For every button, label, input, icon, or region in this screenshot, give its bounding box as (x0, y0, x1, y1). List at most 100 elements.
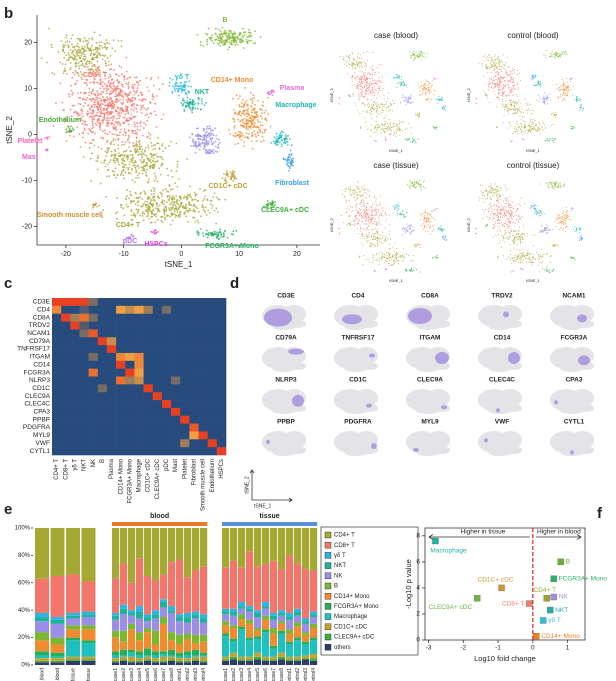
cell-point (106, 133, 109, 136)
cell-point (65, 116, 68, 119)
cell-point (407, 101, 409, 103)
cell-point (205, 101, 207, 104)
cluster-label: HSPCs (144, 241, 167, 248)
cell-point (418, 53, 421, 56)
cell-point (259, 115, 262, 118)
cell-point (377, 239, 379, 241)
cell-point (106, 98, 109, 101)
cell-point (214, 127, 217, 130)
cluster-label: γδ T (175, 74, 190, 81)
cell-point (361, 215, 363, 217)
cell-point (113, 173, 115, 176)
cell-point (345, 188, 347, 190)
cell-point (365, 212, 367, 215)
cell-point (365, 93, 367, 96)
cell-point (508, 95, 510, 97)
cell-point (123, 78, 126, 81)
cell-point (97, 65, 100, 68)
cell-point (388, 129, 390, 131)
cell-point (370, 245, 372, 247)
cell-point (578, 100, 580, 102)
cell-point (148, 160, 151, 162)
cell-point (50, 43, 53, 46)
cell-point (403, 256, 405, 258)
cell-point (108, 80, 110, 82)
cell-point (115, 88, 118, 91)
cell-point (162, 189, 165, 192)
cell-point (228, 38, 231, 41)
cell-point (492, 58, 494, 60)
cell-point (147, 107, 150, 110)
cell-point (283, 137, 285, 140)
cell-point (401, 234, 403, 236)
cell-point (567, 89, 569, 91)
cell-point (495, 71, 497, 73)
cell-point (238, 38, 241, 41)
cell-point (100, 45, 102, 47)
cell-point (359, 126, 361, 128)
cell-point (218, 138, 220, 141)
cell-point (104, 165, 107, 168)
cell-point (377, 127, 379, 129)
cell-point (534, 119, 536, 122)
cell-point (376, 67, 378, 69)
cell-point (364, 211, 366, 213)
cell-point (157, 209, 160, 212)
cell-point (385, 128, 387, 130)
cell-point (199, 41, 202, 43)
cell-point (120, 172, 123, 175)
cell-point (115, 73, 117, 76)
cell-point (141, 214, 144, 217)
cell-point (531, 119, 533, 121)
cell-point (389, 105, 391, 107)
cell-point (203, 136, 206, 139)
cell-point (121, 94, 124, 97)
cell-point (407, 255, 409, 257)
cell-point (356, 65, 358, 67)
cell-point (376, 232, 378, 234)
cell-point (539, 81, 541, 83)
cell-point (551, 114, 553, 116)
cell-point (365, 65, 367, 67)
cell-point (267, 92, 270, 95)
cell-point (374, 125, 376, 127)
cell-point (98, 69, 101, 72)
cell-point (95, 69, 98, 72)
cell-point (221, 177, 224, 180)
cell-point (121, 140, 124, 143)
cell-point (256, 100, 259, 102)
cell-point (519, 107, 521, 109)
cell-point (368, 224, 370, 226)
cell-point (429, 217, 431, 220)
cell-point (363, 61, 365, 63)
cell-point (554, 117, 557, 119)
cell-point (361, 77, 363, 79)
panel-label: b (4, 5, 13, 22)
tsne-small (475, 49, 585, 143)
cell-point (241, 119, 244, 122)
cell-point (355, 68, 357, 70)
cell-point (370, 113, 373, 115)
cell-point (365, 208, 367, 211)
cell-point (108, 175, 111, 178)
cell-point (435, 98, 437, 100)
cell-point (346, 64, 348, 67)
cell-point (74, 58, 77, 60)
cell-point (552, 141, 554, 143)
cell-point (370, 73, 372, 75)
cell-point (505, 95, 508, 97)
cell-point (359, 83, 361, 86)
cell-point (81, 45, 83, 48)
cell-point (348, 200, 350, 202)
cell-point (121, 159, 124, 162)
cell-point (360, 88, 363, 90)
cell-point (420, 53, 422, 55)
cell-point (108, 146, 110, 149)
cell-point (370, 207, 373, 209)
cell-point (159, 173, 162, 176)
cell-point (552, 124, 554, 126)
cell-point (132, 234, 135, 237)
cell-point (362, 228, 364, 230)
cell-point (404, 216, 406, 218)
cell-point (414, 58, 416, 60)
